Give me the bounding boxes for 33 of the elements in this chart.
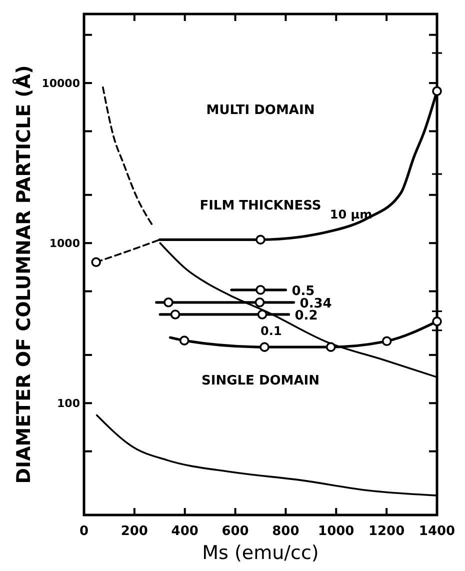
point xyxy=(260,342,270,352)
point xyxy=(91,257,102,268)
point xyxy=(382,336,392,346)
x-tick-label: 400 xyxy=(171,524,198,539)
point xyxy=(256,234,266,245)
point xyxy=(256,284,266,295)
y-tick-label: 10000 xyxy=(42,77,80,90)
x-tick-label: 600 xyxy=(222,524,249,539)
x-tick-label: 1000 xyxy=(318,524,354,539)
x-tick-label: 200 xyxy=(120,524,148,539)
x-tick-label: 1400 xyxy=(418,524,456,539)
annotation: MULTI DOMAIN xyxy=(206,103,315,118)
point xyxy=(326,342,336,352)
x-axis-title: Ms (emu/cc) xyxy=(202,542,319,564)
point xyxy=(257,310,268,320)
point xyxy=(164,297,174,308)
point xyxy=(432,316,442,326)
point xyxy=(432,86,442,96)
annotation: FILM THICKNESS xyxy=(200,198,322,214)
series-label: 0.2 xyxy=(294,308,318,324)
y-axis-title: DIAMETER OF COLUMNAR PARTICLE (Å) xyxy=(12,65,35,484)
y-tick-label: 1000 xyxy=(49,237,80,250)
annotation: SINGLE DOMAIN xyxy=(202,374,320,389)
point xyxy=(179,336,190,346)
y-tick-label: 100 xyxy=(57,397,80,410)
x-tick-label: 0 xyxy=(79,524,89,539)
series-label: 0.1 xyxy=(260,324,282,338)
x-tick-label: 800 xyxy=(272,524,300,539)
series-label: 0.5 xyxy=(292,284,315,299)
point xyxy=(254,297,265,308)
line-series xyxy=(102,86,154,228)
point xyxy=(170,310,180,320)
x-tick-label: 1200 xyxy=(368,524,405,539)
